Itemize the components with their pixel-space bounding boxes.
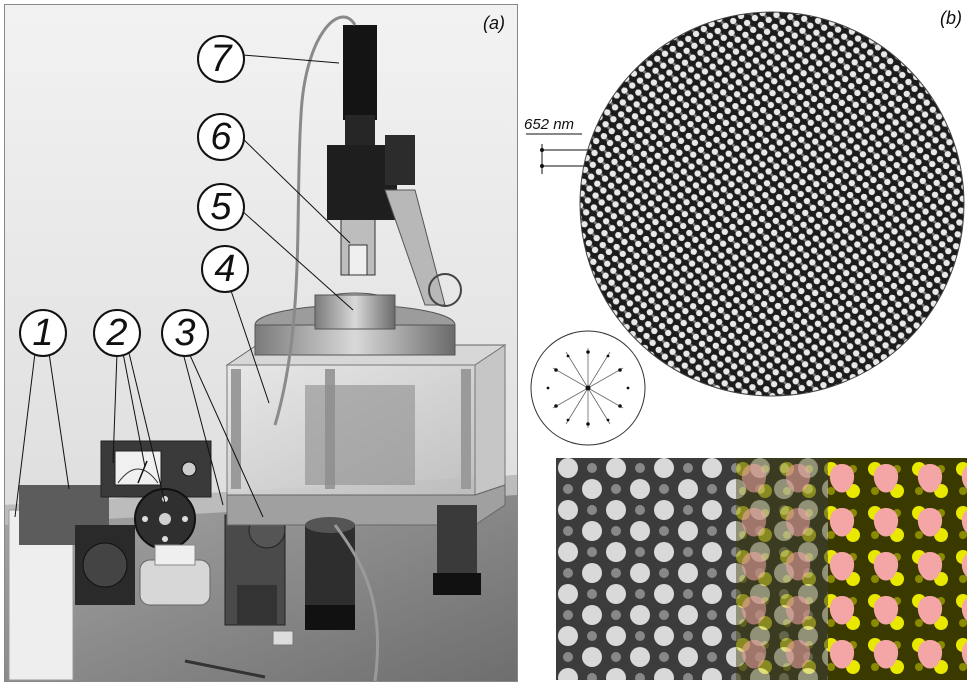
circular-pattern-image [579,11,965,397]
apparatus-photo [5,5,517,681]
zoomed-pattern-image [556,458,967,680]
callout-7: 7 [197,35,245,83]
callout-4: 4 [201,245,249,293]
apparatus-photo-panel: (a) 7 6 5 4 1 2 3 [4,4,518,682]
callout-5: 5 [197,183,245,231]
callout-arrows [14,54,354,518]
interference-pattern-panel: (b) 652 nm [520,0,967,683]
zoomed-pattern-strip [556,458,967,680]
scale-bar-label: 652 nm [524,116,575,133]
panel-a-label: (a) [483,13,505,33]
fourier-inset [530,330,646,446]
callout-6: 6 [197,113,245,161]
callout-2: 2 [93,309,141,357]
callout-3: 3 [161,309,209,357]
panel-b-label: (b) [940,8,962,28]
callout-1: 1 [19,309,67,357]
scale-bar [526,133,600,174]
